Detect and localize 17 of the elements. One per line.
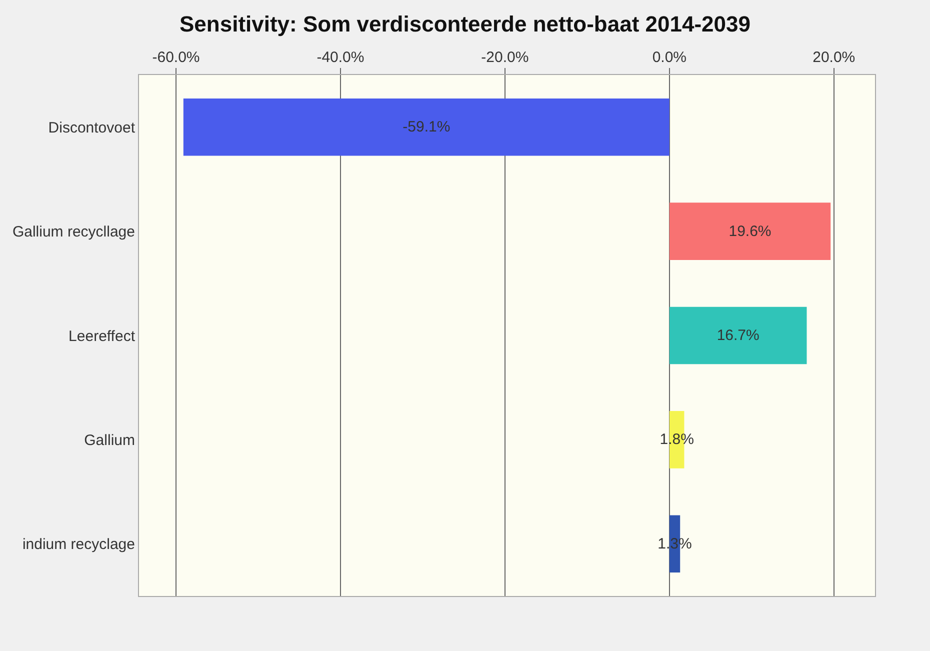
data-label: -59.1%: [402, 118, 450, 136]
y-tick-label: Gallium: [84, 432, 135, 449]
data-label: 16.7%: [716, 327, 760, 344]
bar: [183, 98, 670, 156]
x-tick-label: -20.0%: [481, 49, 529, 66]
bar: [669, 306, 807, 364]
chart-title: Sensitivity: Som verdisconteerde netto-baat 2014-2039: [180, 12, 750, 37]
y-tick-label: indium recyclage: [22, 536, 135, 554]
x-tick-label: -60.0%: [152, 49, 200, 66]
y-tick-label: Discontovoet: [48, 119, 136, 136]
bar: [669, 202, 831, 260]
y-tick-label: Leereffect: [68, 328, 136, 345]
x-tick-label: 0.0%: [652, 49, 687, 66]
x-tick-label: 20.0%: [812, 49, 856, 66]
x-tick-label: -40.0%: [316, 49, 364, 66]
data-label: 19.6%: [728, 222, 772, 240]
y-tick-label: Gallium recycllage: [12, 224, 135, 241]
